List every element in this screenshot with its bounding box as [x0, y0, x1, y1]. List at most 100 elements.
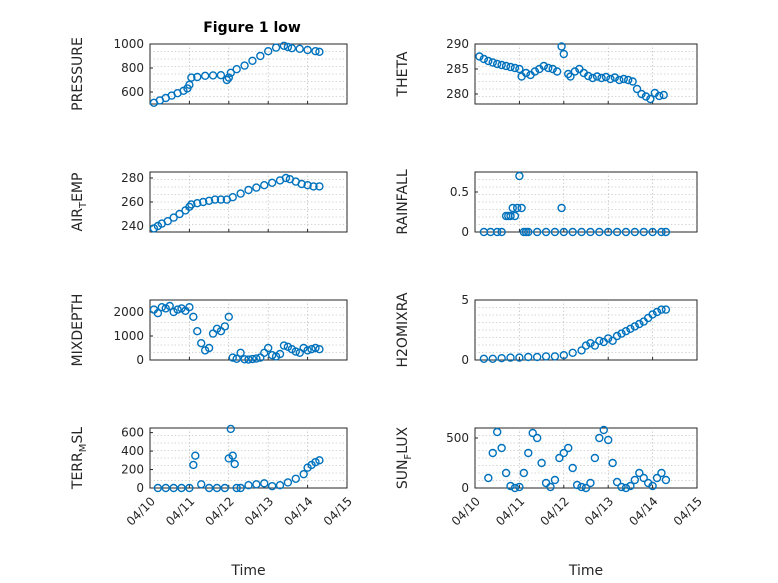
data-point [252, 354, 261, 363]
data-point [169, 213, 178, 222]
data-point [165, 301, 174, 311]
data-point [586, 339, 595, 348]
data-point [248, 56, 257, 65]
data-point [175, 209, 184, 219]
data-point [497, 443, 506, 453]
data-point [524, 448, 533, 458]
data-point [187, 200, 196, 209]
data-point [581, 341, 591, 350]
data-point [581, 483, 591, 493]
data-point [240, 355, 249, 364]
subplot-air_temp: 240 260 280 AIRTEMP [70, 171, 348, 233]
data-point [541, 227, 551, 237]
data-point [604, 334, 613, 343]
data-point [248, 354, 257, 364]
y-tick-label: 0 [461, 225, 469, 239]
data-point [264, 47, 273, 56]
data-point [612, 227, 622, 237]
data-point [484, 56, 493, 66]
data-point [528, 428, 537, 438]
y-tick-label: 290 [446, 37, 469, 51]
data-point [635, 468, 644, 478]
data-point [177, 483, 186, 493]
data-point [555, 453, 564, 463]
data-point [210, 195, 220, 204]
data-point [606, 74, 615, 84]
data-point [619, 74, 628, 84]
data-point [510, 63, 520, 73]
data-point [493, 59, 502, 69]
data-point [311, 47, 320, 56]
data-point [532, 227, 542, 237]
data-point [501, 468, 511, 478]
data-point [557, 42, 566, 51]
data-point [557, 203, 566, 213]
data-point [244, 185, 253, 195]
data-point [661, 475, 671, 485]
data-point [604, 227, 613, 237]
data-point [200, 71, 210, 81]
data-point [236, 348, 245, 357]
data-point [657, 227, 666, 237]
data-point [493, 227, 502, 237]
data-point [541, 352, 551, 361]
data-point [212, 483, 222, 493]
data-point [283, 478, 293, 487]
data-point [295, 44, 304, 53]
data-point [539, 61, 549, 71]
data-point [488, 58, 497, 67]
data-point [232, 64, 241, 74]
y-axis-label: MIXDEPTH [70, 294, 86, 367]
data-point [568, 227, 577, 237]
data-point [197, 339, 206, 348]
data-point [592, 72, 602, 81]
data-point [281, 173, 291, 183]
data-point [187, 73, 196, 82]
y-tick-label: 1000 [113, 37, 144, 51]
data-point [189, 460, 198, 470]
data-point [577, 227, 586, 237]
data-point [506, 62, 515, 72]
data-point [311, 343, 320, 353]
data-point [299, 469, 308, 479]
data-point [303, 346, 312, 355]
y-axis-label: AIRTEMP [70, 173, 89, 232]
data-point [228, 451, 237, 460]
data-point [224, 312, 234, 321]
y-axis-label: SUNFLUX [395, 426, 414, 489]
data-point [635, 319, 644, 329]
data-point [657, 468, 666, 478]
data-point [275, 349, 285, 359]
data-point [216, 195, 226, 204]
data-point [595, 227, 604, 237]
data-point [236, 483, 245, 493]
data-point [311, 457, 320, 467]
data-point [264, 343, 273, 353]
y-tick-label: 0 [461, 353, 469, 367]
x-axis-label: Time [568, 563, 603, 579]
data-point [626, 324, 635, 333]
subplot-theta: 280 285 290 THETA [395, 37, 698, 105]
data-point [228, 192, 237, 202]
data-point [544, 63, 553, 73]
data-point [546, 482, 555, 492]
data-point [515, 64, 524, 74]
data-point [621, 327, 631, 336]
data-point [564, 443, 573, 453]
data-point [226, 424, 235, 434]
data-point [568, 463, 577, 473]
data-point [153, 309, 163, 318]
data-point [260, 479, 269, 488]
data-point [559, 227, 568, 237]
data-point [220, 483, 230, 493]
data-point [621, 483, 631, 493]
data-point [307, 345, 316, 354]
data-point [497, 227, 506, 237]
data-point [639, 227, 648, 237]
data-point [240, 61, 249, 70]
data-point [297, 179, 306, 189]
data-point [204, 483, 214, 493]
data-point [532, 352, 542, 362]
data-point [550, 227, 560, 237]
